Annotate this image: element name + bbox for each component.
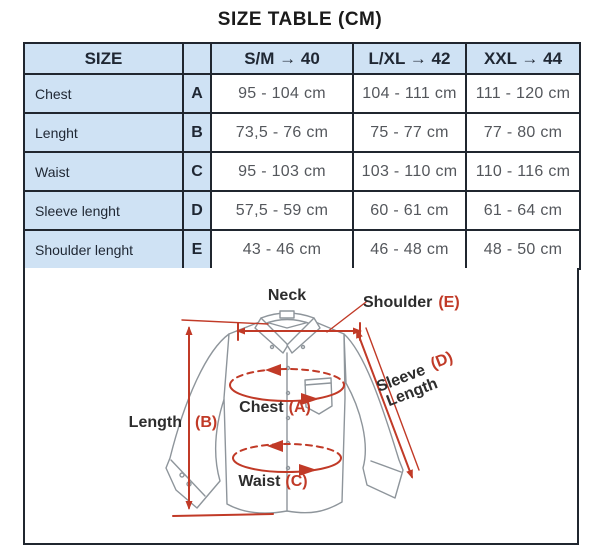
cell-value: 48 - 50 cm [465,229,581,270]
shirt-button [285,465,291,471]
row-label: Waist [23,151,184,192]
row-label: Lenght [23,112,184,153]
size-chart-panel: SIZE S/M → 40 L/XL → 42 XXL → 44 Chest A… [23,42,581,545]
shoulder-leader-line [326,301,367,333]
waist-label-key: (C) [285,473,307,490]
cell-value: 111 - 120 cm [465,73,581,114]
row-label: Shoulder lenght [23,229,184,270]
table-row-sleeve-length: Sleeve lenght D 57,5 - 59 cm 60 - 61 cm … [23,190,581,231]
col-header-lxl-42: L/XL → 42 [352,42,467,75]
cell-value: 103 - 110 cm [352,151,467,192]
row-label: Chest [23,73,184,114]
cell-value: 60 - 61 cm [352,190,467,231]
sleeve-dimension-line [356,329,413,479]
chest-label-key: (A) [289,399,311,416]
size-table: SIZE S/M → 40 L/XL → 42 XXL → 44 Chest A… [23,42,581,270]
cell-value: 77 - 80 cm [465,112,581,153]
shirt-left-sleeve [165,333,230,509]
shirt-pocket-fold [304,382,332,386]
chest-ellipse-back [229,368,345,386]
chest-arrow-left [265,364,281,376]
cell-value: 43 - 46 cm [210,229,354,270]
row-letter: A [182,73,212,114]
cell-value: 61 - 64 cm [465,190,581,231]
diagram-labels: Neck Shoulder (E) Sleeve(D) Length Length… [129,287,460,490]
chest-arrow-right [301,393,319,405]
shirt-measurement-diagram: Neck Shoulder (E) Sleeve(D) Length Length… [129,287,460,517]
col-header-letter [182,42,212,75]
neck-label: Neck [268,287,306,304]
table-row-chest: Chest A 95 - 104 cm 104 - 111 cm 111 - 1… [23,73,581,114]
row-letter: D [182,190,212,231]
cell-value: 46 - 48 cm [352,229,467,270]
shirt-body [223,320,346,514]
row-letter: C [182,151,212,192]
shirt-button [285,365,291,371]
col-header-size: SIZE [23,42,184,75]
measurement-annotations [172,301,420,517]
table-row-shoulder-length: Shoulder lenght E 43 - 46 cm 46 - 48 cm … [23,229,581,270]
length-label-key: (B) [195,414,217,431]
shoulder-label: Shoulder (E) [363,294,460,311]
cell-value: 95 - 103 cm [210,151,354,192]
cell-value: 75 - 77 cm [352,112,467,153]
shoulder-label-text: Shoulder [363,294,432,311]
row-letter: E [182,229,212,270]
length-bottom-reference-line [172,513,274,517]
sleeve-length-label: Sleeve(D) Length [374,349,455,410]
waist-arrow-right [299,464,317,476]
table-header-row: SIZE S/M → 40 L/XL → 42 XXL → 44 [23,42,581,75]
chest-ellipse-front [229,384,345,402]
sleeve-label-key: (D) [428,349,455,373]
chest-label-text: Chest [239,399,284,416]
shirt-collar-button-tab [279,310,295,319]
cell-value: 104 - 111 cm [352,73,467,114]
shirt-button [285,390,291,396]
waist-ellipse-back [232,443,342,459]
cell-value: 57,5 - 59 cm [210,190,354,231]
shirt-collar-button [269,344,275,350]
col-header-xxl-44: XXL → 44 [465,42,581,75]
sleeve-edge-line [365,327,420,471]
waist-arrow-left [267,440,283,452]
waist-label-text: Waist [238,473,281,490]
cell-value: 110 - 116 cm [465,151,581,192]
cell-value: 73,5 - 76 cm [210,112,354,153]
length-top-reference-line [181,319,269,325]
cell-value: 95 - 104 cm [210,73,354,114]
page-title: SIZE TABLE (CM) [217,9,383,30]
shirt-right-sleeve [343,333,404,499]
waist-label: Waist (C) [238,473,307,490]
shirt-button [285,415,291,421]
table-row-length: Lenght B 73,5 - 76 cm 75 - 77 cm 77 - 80… [23,112,581,153]
waist-ellipse-front [232,457,342,473]
row-label: Sleeve lenght [23,190,184,231]
shirt-cuff-button [179,472,185,478]
length-label: Length [129,414,182,431]
shirt-measurement-diagram-box: Neck Shoulder (E) Sleeve(D) Length Length… [23,268,579,545]
shirt-collar-button [300,344,306,350]
shirt-collar-left-wing [254,317,289,354]
row-letter: B [182,112,212,153]
col-header-sm-40: S/M → 40 [210,42,354,75]
table-row-waist: Waist C 95 - 103 cm 103 - 110 cm 110 - 1… [23,151,581,192]
shoulder-label-key: (E) [438,294,459,311]
shirt-collar-right-wing [286,317,321,354]
chest-label: Chest (A) [239,399,311,416]
